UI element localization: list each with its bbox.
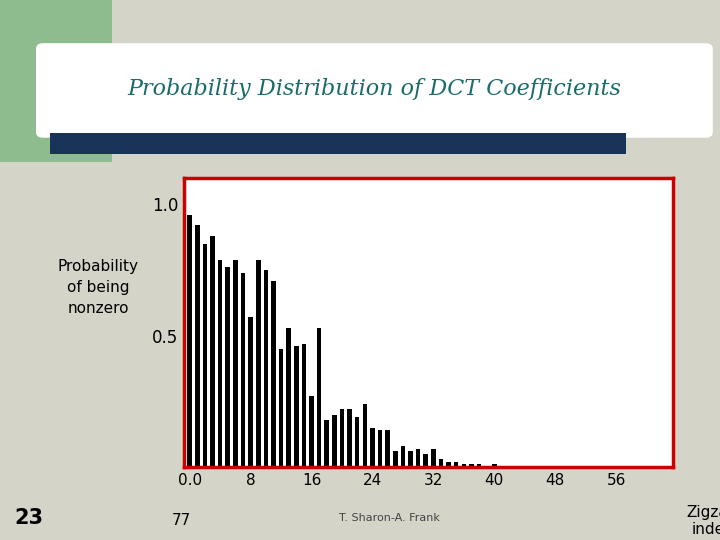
Bar — [500, 466, 504, 467]
Bar — [644, 466, 649, 467]
Bar — [507, 466, 512, 467]
Bar — [248, 318, 253, 467]
Bar — [652, 466, 657, 467]
Text: Probability
of being
nonzero: Probability of being nonzero — [58, 260, 138, 316]
Bar — [218, 260, 222, 467]
Bar — [598, 466, 603, 467]
Bar — [187, 215, 192, 467]
Bar — [195, 226, 199, 467]
Bar — [591, 466, 595, 467]
Text: Zigzag
index: Zigzag index — [687, 505, 720, 537]
Text: 23: 23 — [14, 508, 43, 528]
Bar — [317, 328, 321, 467]
Bar — [469, 464, 474, 467]
Text: T. Sharon-A. Frank: T. Sharon-A. Frank — [339, 514, 440, 523]
Bar — [355, 417, 359, 467]
Bar — [408, 451, 413, 467]
Bar — [515, 466, 519, 467]
Bar — [256, 260, 261, 467]
Bar — [210, 236, 215, 467]
Bar — [309, 396, 314, 467]
Bar — [667, 466, 672, 467]
Bar — [606, 466, 611, 467]
Bar — [660, 466, 664, 467]
Bar — [240, 273, 246, 467]
Bar — [523, 466, 527, 467]
Bar — [568, 466, 572, 467]
Bar — [370, 428, 374, 467]
Bar — [294, 346, 299, 467]
Bar — [477, 464, 481, 467]
Bar — [325, 420, 329, 467]
Bar — [287, 328, 291, 467]
Bar — [629, 466, 634, 467]
Bar — [233, 260, 238, 467]
Bar — [462, 464, 466, 467]
Bar — [492, 464, 497, 467]
Bar — [538, 466, 542, 467]
Bar — [393, 451, 397, 467]
Text: Probability Distribution of DCT Coefficients: Probability Distribution of DCT Coeffici… — [127, 78, 621, 100]
Bar — [302, 343, 306, 467]
Bar — [202, 244, 207, 467]
Bar — [347, 409, 352, 467]
Bar — [423, 454, 428, 467]
Bar — [454, 462, 459, 467]
Bar — [363, 404, 367, 467]
Bar — [225, 267, 230, 467]
Bar — [271, 281, 276, 467]
Bar — [621, 466, 626, 467]
Bar — [553, 466, 557, 467]
Bar — [583, 466, 588, 467]
Bar — [614, 466, 618, 467]
Text: 77: 77 — [171, 514, 191, 528]
Bar — [438, 459, 444, 467]
Bar — [560, 466, 565, 467]
Bar — [385, 430, 390, 467]
Bar — [279, 349, 284, 467]
Bar — [530, 466, 535, 467]
Bar — [485, 466, 489, 467]
Bar — [431, 449, 436, 467]
Bar — [332, 415, 337, 467]
Bar — [636, 466, 642, 467]
Bar — [545, 466, 550, 467]
Bar — [264, 270, 268, 467]
Bar — [340, 409, 344, 467]
Bar — [576, 466, 580, 467]
Bar — [416, 449, 420, 467]
Bar — [400, 446, 405, 467]
Bar — [378, 430, 382, 467]
Bar — [446, 462, 451, 467]
